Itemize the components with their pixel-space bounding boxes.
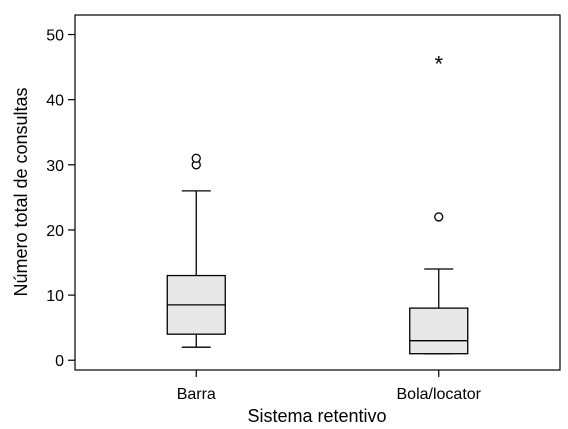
y-tick-label-40: 40 — [46, 93, 64, 110]
x-tick-label-1: Barra — [177, 386, 216, 403]
y-tick-label-0: 0 — [55, 353, 64, 370]
y-tick-label-10: 10 — [46, 288, 64, 305]
y-tick-label-30: 30 — [46, 158, 64, 175]
x-axis: Barra Bola/locator — [177, 370, 482, 403]
box-2-extreme-outlier-2: * — [434, 52, 443, 77]
boxes: * — [166, 52, 469, 355]
y-tick-label-20: 20 — [46, 223, 64, 240]
plot-frame — [74, 14, 561, 371]
x-tick-label-2: Bola/locator — [397, 386, 482, 403]
box-1-outlier-2 — [191, 153, 201, 163]
y-tick-label-50: 50 — [46, 28, 64, 45]
y-axis: 0 10 20 30 40 50 — [46, 28, 75, 370]
box-2-iqr-box — [409, 307, 469, 355]
y-axis-title: Número total de consultas — [11, 87, 31, 296]
x-axis-title: Sistema retentivo — [247, 406, 386, 426]
box-2-outlier-1 — [434, 212, 444, 222]
